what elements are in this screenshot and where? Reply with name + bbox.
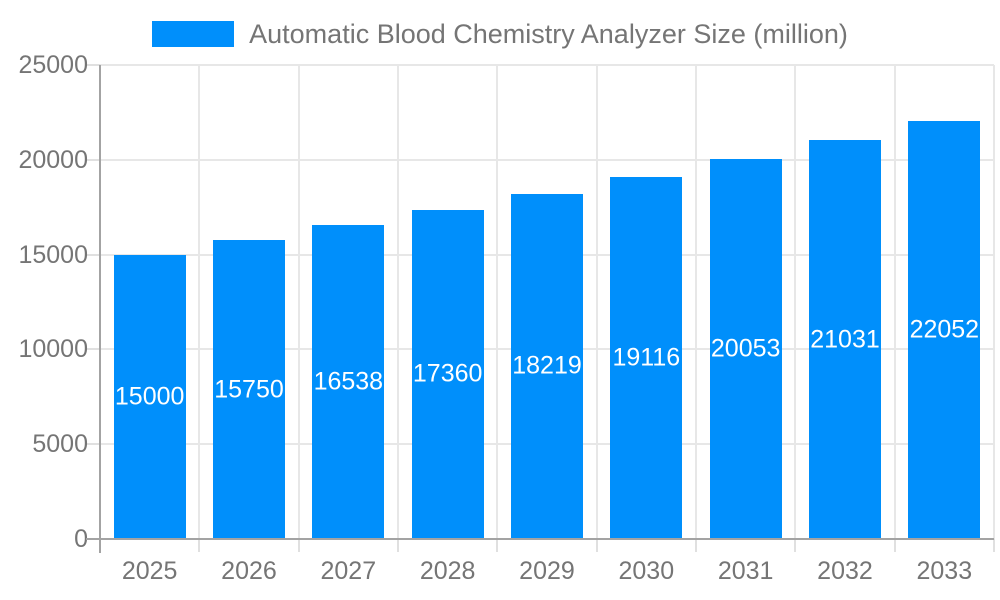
y-tick-mark xyxy=(86,348,100,351)
x-tick-label: 2033 xyxy=(916,557,973,585)
h-gridline xyxy=(100,64,994,66)
v-gridline xyxy=(297,65,300,539)
bar: 15750 xyxy=(213,240,285,539)
bar: 16538 xyxy=(312,225,385,539)
y-tick-label: 20000 xyxy=(18,145,88,174)
x-tick-label: 2027 xyxy=(320,557,377,585)
v-gridline xyxy=(993,65,995,539)
v-gridline xyxy=(893,65,896,539)
bar-value-label: 18219 xyxy=(512,351,582,380)
x-tick-label: 2025 xyxy=(121,557,178,585)
legend-swatch xyxy=(152,21,235,47)
x-tick-mark xyxy=(397,539,399,552)
bar-value-label: 19116 xyxy=(612,343,681,372)
x-tick-mark xyxy=(893,539,896,552)
v-gridline xyxy=(198,65,201,539)
x-tick-mark xyxy=(695,539,697,552)
v-gridline xyxy=(496,65,499,539)
x-tick-mark xyxy=(496,539,499,552)
x-axis-line xyxy=(86,538,994,540)
x-tick-label: 2029 xyxy=(519,557,575,585)
y-tick-label: 25000 xyxy=(18,51,88,79)
bar: 18219 xyxy=(511,193,583,539)
bar-value-label: 15000 xyxy=(114,382,185,411)
y-tick-mark xyxy=(86,253,100,256)
bar-value-label: 21031 xyxy=(810,325,880,354)
x-tick-mark xyxy=(794,539,797,552)
bar-value-label: 22052 xyxy=(909,315,980,344)
y-tick-label: 15000 xyxy=(18,240,88,269)
bar-value-label: 20053 xyxy=(710,334,781,363)
bar: 20053 xyxy=(709,158,782,539)
v-gridline xyxy=(794,65,797,539)
x-tick-mark xyxy=(595,539,598,552)
v-gridline xyxy=(595,65,598,539)
y-tick-label: 10000 xyxy=(18,335,88,364)
bar: 22052 xyxy=(908,120,981,539)
y-tick-label: 5000 xyxy=(32,430,88,459)
bar: 21031 xyxy=(809,140,881,539)
y-tick-mark xyxy=(86,158,100,161)
chart-legend: Automatic Blood Chemistry Analyzer Size … xyxy=(0,18,1000,50)
x-tick-mark xyxy=(297,539,300,552)
bar: 15000 xyxy=(113,254,186,539)
bar-value-label: 15750 xyxy=(214,375,284,404)
x-tick-label: 2026 xyxy=(221,557,277,585)
y-tick-mark xyxy=(86,443,100,446)
bar: 19116 xyxy=(610,176,683,539)
bar-value-label: 17360 xyxy=(412,359,483,388)
y-tick-label: 0 xyxy=(74,525,88,553)
bar-value-label: 16538 xyxy=(313,367,384,396)
y-axis-line xyxy=(99,65,101,553)
bar: 17360 xyxy=(411,209,484,539)
v-gridline xyxy=(695,65,697,539)
legend-label: Automatic Blood Chemistry Analyzer Size … xyxy=(249,19,848,49)
h-gridline xyxy=(100,158,994,161)
x-tick-label: 2032 xyxy=(817,557,873,585)
x-tick-mark xyxy=(198,539,201,552)
x-tick-label: 2030 xyxy=(618,557,675,585)
v-gridline xyxy=(397,65,399,539)
x-tick-label: 2028 xyxy=(419,557,476,585)
y-tick-mark xyxy=(86,64,100,66)
x-tick-label: 2031 xyxy=(717,557,774,585)
x-tick-mark xyxy=(993,539,995,552)
